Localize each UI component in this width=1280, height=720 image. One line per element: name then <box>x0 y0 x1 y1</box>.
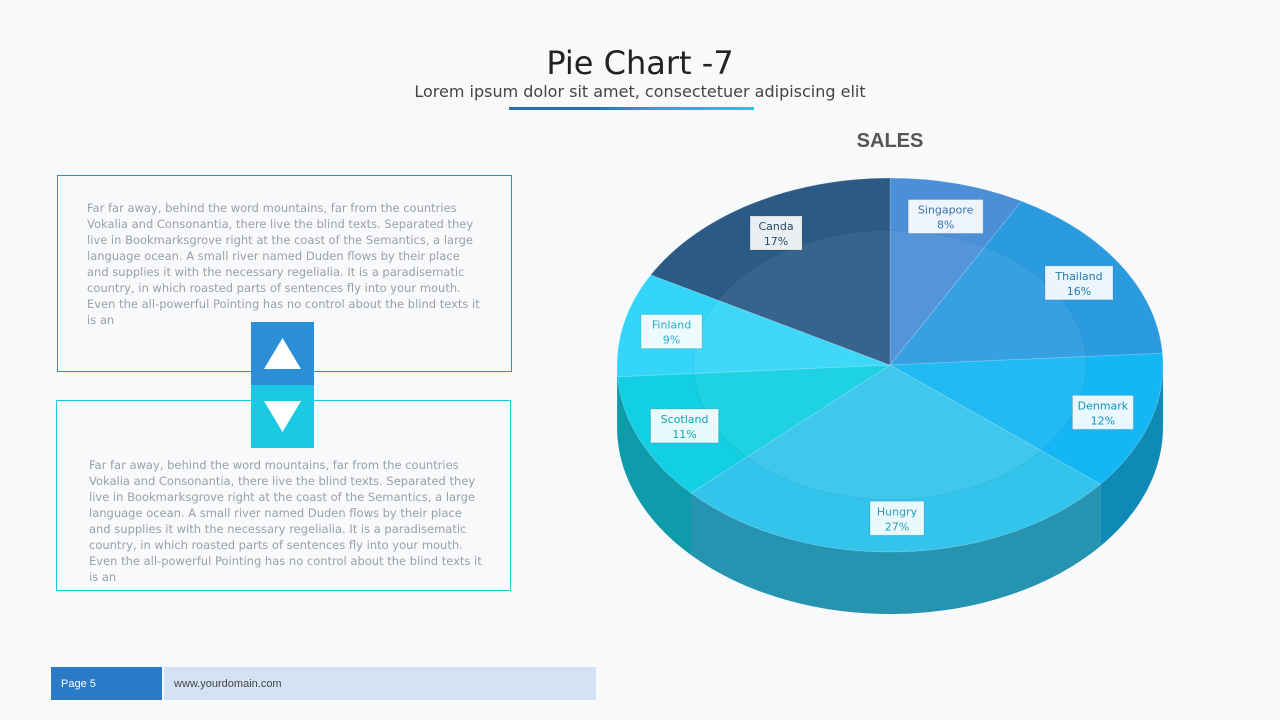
data-label-box <box>1071 394 1134 430</box>
data-label-category: Thailand <box>1054 270 1102 283</box>
title-underline <box>509 107 754 110</box>
scroll-up-button[interactable] <box>251 322 314 385</box>
data-label-singapore: Singapore 8% <box>907 198 984 234</box>
data-label-value: 11% <box>672 428 696 441</box>
pie-side-denmark <box>1100 365 1163 547</box>
footer-page-badge: Page 5 <box>51 667 162 700</box>
pie-slice-thailand <box>888 200 1164 366</box>
data-label-category: Hungry <box>877 505 918 518</box>
pie-slice-finland <box>616 274 891 378</box>
text-block-top: Far far away, behind the word mountains,… <box>87 201 480 327</box>
data-label-box <box>640 314 703 350</box>
data-label-hungry: Hungry 27% <box>869 500 925 536</box>
data-label-denmark: Denmark 12% <box>1071 394 1134 430</box>
data-label-value: 17% <box>764 235 788 248</box>
text-box-top: Far far away, behind the word mountains,… <box>57 175 512 372</box>
pie-slice-denmark <box>888 352 1164 485</box>
data-label-box <box>650 408 720 444</box>
pie-side-hungry <box>690 484 1101 614</box>
data-label-category: Scotland <box>661 413 709 426</box>
pie-slice-scotland <box>616 364 892 494</box>
text-box-bottom: Far far away, behind the word mountains,… <box>56 400 511 591</box>
pie-side-scotland <box>617 376 691 556</box>
data-label-thailand: Thailand 16% <box>1044 265 1114 301</box>
data-label-category: Denmark <box>1078 399 1129 412</box>
footer-url-bar: www.yourdomain.com <box>164 667 596 700</box>
page-title: Pie Chart -7 <box>546 44 734 82</box>
data-label-finland: Finland 9% <box>640 314 703 350</box>
data-label-category: Singapore <box>918 203 974 216</box>
data-label-value: 12% <box>1091 414 1115 427</box>
data-label-category: Finland <box>652 319 691 332</box>
data-label-box <box>1044 265 1114 301</box>
pie-slice-canda <box>649 177 891 366</box>
data-label-value: 27% <box>885 520 909 533</box>
pie-chart: Singapore 8% Thailand 16% Denmark 12% Hungry 27… <box>616 177 1164 614</box>
data-label-scotland: Scotland 11% <box>650 408 720 444</box>
triangle-up-icon <box>264 338 301 369</box>
data-label-value: 8% <box>937 218 954 231</box>
data-label-canda: Canda 17% <box>749 215 803 251</box>
pie-side-finland <box>617 365 618 439</box>
pie-slice-hungry <box>690 364 1102 553</box>
pie-inner-ring <box>692 229 1088 501</box>
data-label-value: 16% <box>1067 285 1091 298</box>
page-subtitle: Lorem ipsum dolor sit amet, consectetuer… <box>414 82 866 101</box>
triangle-down-icon <box>264 401 301 432</box>
data-label-box <box>907 198 984 234</box>
footer-page-number: Page 5 <box>61 678 96 690</box>
scroll-down-button[interactable] <box>251 385 314 448</box>
chart-title: SALES <box>856 130 924 152</box>
footer-url: www.yourdomain.com <box>174 678 282 690</box>
data-label-value: 9% <box>663 334 680 347</box>
data-label-category: Canda <box>758 220 793 233</box>
data-label-box <box>869 500 925 536</box>
text-block-bottom: Far far away, behind the word mountains,… <box>89 458 482 584</box>
data-label-box <box>749 215 803 251</box>
